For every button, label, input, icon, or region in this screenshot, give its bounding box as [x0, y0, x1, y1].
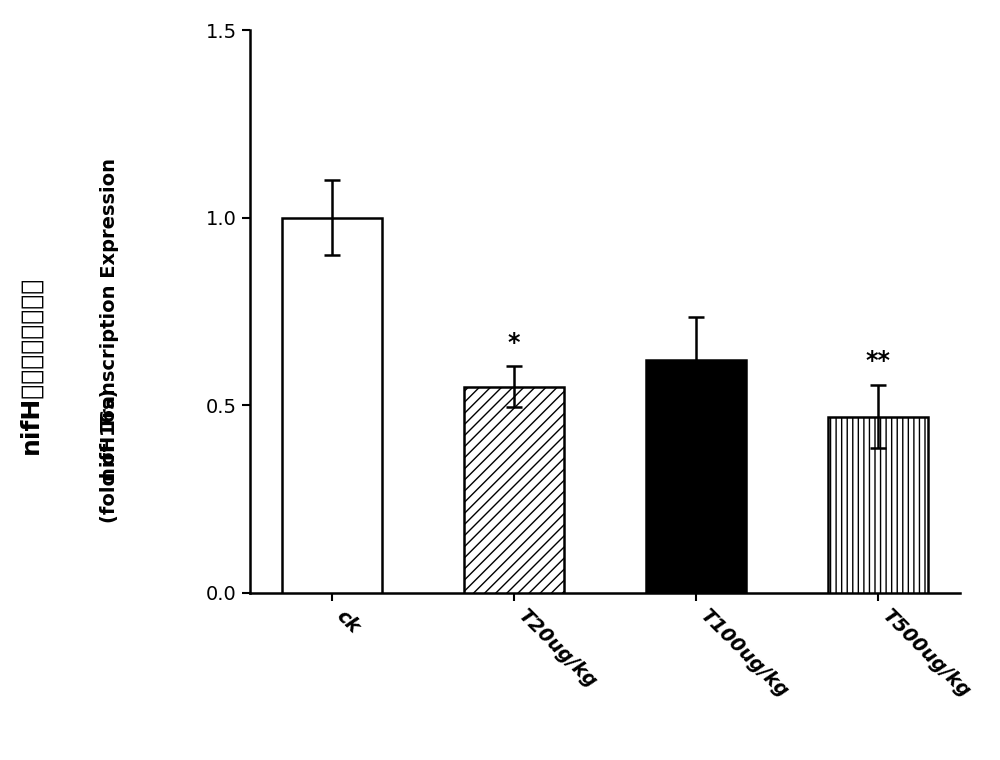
Bar — [464, 387, 564, 593]
Bar — [646, 360, 746, 593]
Text: *: * — [508, 331, 520, 355]
Text: nifH Transcription Expression: nifH Transcription Expression — [100, 158, 120, 481]
Text: **: ** — [865, 350, 890, 373]
Bar — [282, 218, 382, 593]
Text: nifH基因的转录表达度: nifH基因的转录表达度 — [18, 276, 42, 454]
Bar — [828, 416, 928, 593]
Text: (fold of 16s): (fold of 16s) — [100, 389, 120, 523]
